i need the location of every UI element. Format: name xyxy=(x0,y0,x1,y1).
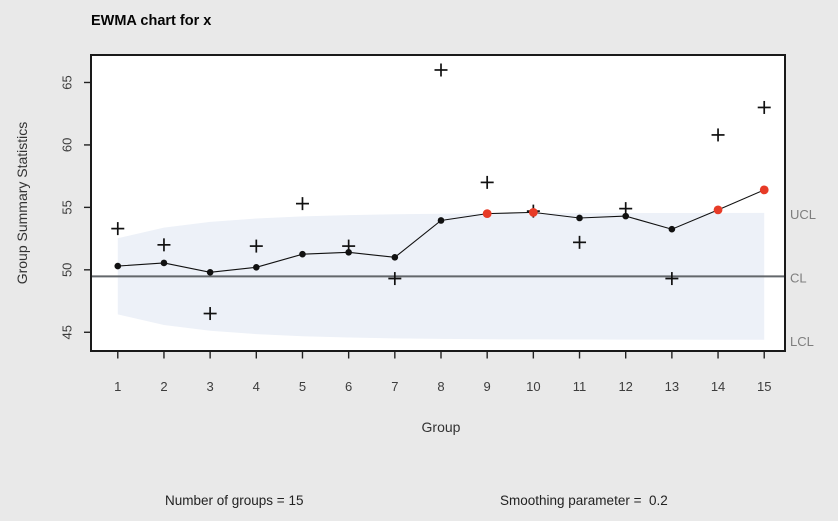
summary-stats-left: Number of groups = 15 Center = 49.4799 S… xyxy=(165,451,303,521)
ewma-point xyxy=(253,264,260,271)
x-tick-label: 6 xyxy=(345,379,352,394)
x-tick-label: 2 xyxy=(160,379,167,394)
x-axis-label: Group xyxy=(421,419,461,435)
ewma-point xyxy=(160,259,168,267)
cl-label: CL xyxy=(790,270,807,285)
ewma-point xyxy=(437,217,445,224)
y-tick-label: 55 xyxy=(59,200,74,214)
ucl-label: UCL xyxy=(790,207,816,222)
ewma-point xyxy=(206,269,214,276)
ewma-point-beyond-limits xyxy=(759,185,769,195)
ewma-point-beyond-limits xyxy=(482,209,492,219)
ewma-point xyxy=(668,225,676,233)
x-tick-label: 15 xyxy=(757,379,771,394)
x-tick-label: 11 xyxy=(573,379,587,394)
y-tick-label: 65 xyxy=(59,75,74,89)
x-tick-label: 5 xyxy=(299,379,306,394)
x-tick-label: 13 xyxy=(665,379,679,394)
ewma-point xyxy=(576,214,583,222)
x-tick-label: 10 xyxy=(526,379,540,394)
ewma-point xyxy=(345,249,352,256)
x-tick-label: 14 xyxy=(711,379,725,394)
x-tick-label: 9 xyxy=(484,379,491,394)
x-tick-label: 8 xyxy=(437,379,444,394)
ewma-point xyxy=(391,254,399,261)
stat-smoothing-parameter: Smoothing parameter = 0.2 xyxy=(500,493,668,508)
summary-stats-right: Smoothing parameter = 0.2 Control limits… xyxy=(500,451,681,521)
chart-title: EWMA chart for x xyxy=(91,13,212,29)
x-tick-label: 1 xyxy=(114,379,121,394)
plot-frame xyxy=(90,54,786,352)
x-tick-label: 7 xyxy=(391,379,398,394)
x-tick-label: 4 xyxy=(253,379,260,394)
ewma-point-beyond-limits xyxy=(713,205,723,215)
ewma-point xyxy=(622,212,629,220)
y-tick-label: 50 xyxy=(59,263,74,277)
y-tick-label: 60 xyxy=(59,138,74,152)
x-tick-label: 3 xyxy=(207,379,214,394)
y-tick-label: 45 xyxy=(59,325,74,339)
ewma-point-beyond-limits xyxy=(528,207,538,217)
y-axis-label: Group Summary Statistics xyxy=(14,121,30,285)
ewma-point xyxy=(114,262,122,270)
x-tick-label: 12 xyxy=(618,379,632,394)
stat-number-of-groups: Number of groups = 15 xyxy=(165,493,304,508)
ewma-point xyxy=(299,250,306,258)
lcl-label: LCL xyxy=(790,334,814,349)
